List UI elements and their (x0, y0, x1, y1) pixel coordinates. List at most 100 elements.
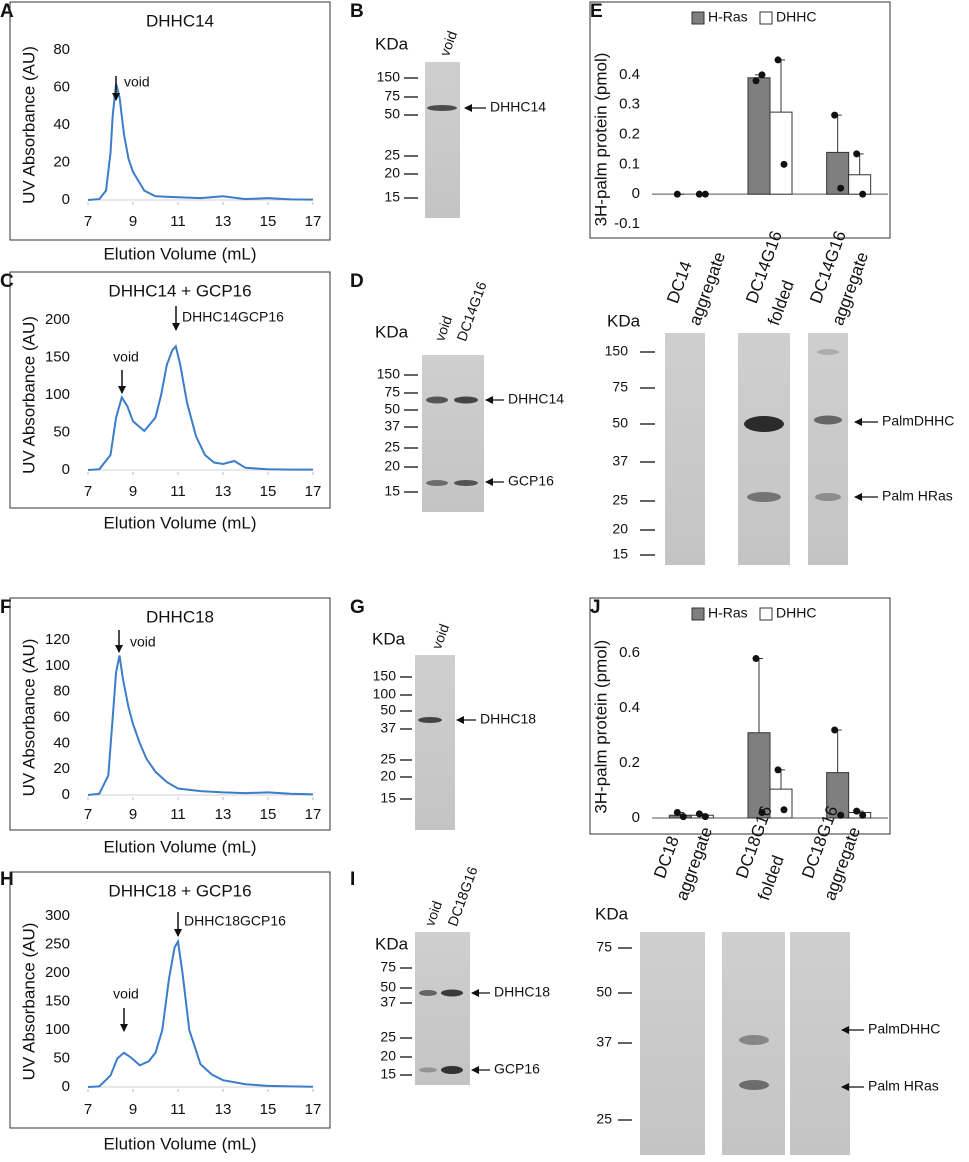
x-axis-label: Elution Volume (mL) (103, 1134, 256, 1153)
x-tick-label: 13 (215, 806, 232, 823)
gel-band (739, 1035, 769, 1045)
y-tick-label: 0 (632, 185, 640, 202)
marker-label: 50 (596, 984, 612, 1000)
y-tick-label: 0.4 (619, 66, 640, 83)
marker-label: 20 (384, 458, 400, 474)
panel-letter: D (350, 271, 364, 292)
x-tick-label: 15 (260, 483, 277, 500)
bar (848, 174, 872, 195)
y-tick-label: 0.2 (619, 754, 640, 771)
marker-label: 50 (380, 702, 396, 718)
marker-label: 75 (384, 88, 400, 104)
kda-label: KDa (375, 322, 409, 341)
elution-curve (87, 655, 314, 796)
marker-label: 15 (612, 546, 628, 562)
data-point (673, 190, 681, 198)
data-point (752, 77, 760, 85)
gel-band (454, 396, 478, 404)
band-label: DHHC18 (480, 711, 536, 727)
band-label: PalmDHHC (868, 1021, 940, 1037)
x-tick-label: 11 (170, 213, 186, 230)
y-tick-label: 100 (45, 1021, 70, 1038)
marker-label: 150 (605, 343, 629, 359)
chart-title: DHHC14 (146, 11, 214, 30)
legend-label: DHHC (776, 9, 816, 25)
x-axis-label: Elution Volume (mL) (103, 513, 256, 532)
gel-band (747, 492, 781, 502)
lane-label: aggregate (672, 824, 716, 902)
x-tick-label: 7 (84, 213, 92, 230)
x-tick-label: 7 (84, 483, 92, 500)
gel-band (441, 1066, 463, 1074)
data-point (780, 160, 788, 168)
chart-title: DHHC18 (146, 607, 214, 626)
y-tick-label: 80 (53, 41, 70, 58)
kda-label: KDa (595, 904, 629, 923)
marker-label: 15 (384, 483, 400, 499)
y-axis-label: UV Absorbance (AU) (19, 316, 38, 474)
y-tick-label: 20 (53, 760, 70, 777)
marker-label: 100 (373, 686, 397, 702)
data-point (774, 56, 782, 64)
gel-lane (738, 333, 790, 565)
gel-band (419, 990, 437, 996)
y-tick-label: 50 (53, 1049, 70, 1066)
gel-lane (415, 932, 470, 1085)
y-tick-label: -0.1 (614, 215, 640, 232)
panel-letter: F (0, 597, 12, 618)
band-label: Palm HRas (882, 488, 953, 504)
legend-swatch (691, 607, 705, 621)
gel-band (815, 493, 841, 501)
data-point (673, 809, 681, 816)
data-point (859, 811, 867, 819)
marker-label: 15 (380, 1066, 396, 1082)
legend-label: H-Ras (708, 605, 748, 621)
y-tick-label: 250 (45, 935, 70, 952)
lane-label: aggregate (685, 249, 729, 327)
y-axis-label: UV Absorbance (AU) (19, 46, 38, 204)
data-point (831, 726, 839, 734)
legend-swatch (691, 11, 705, 25)
panel-letter: I (350, 869, 355, 890)
panel-frame (9, 271, 331, 509)
y-tick-label: 0.1 (619, 155, 640, 172)
x-tick-label: 7 (84, 1101, 92, 1118)
annotation: void (124, 74, 150, 90)
panel-frame (589, 597, 891, 835)
marker-label: 37 (612, 453, 628, 469)
gel-lane (665, 333, 705, 565)
annotation: void (113, 349, 139, 365)
panel-frame (589, 1, 891, 239)
data-point (780, 806, 788, 814)
y-tick-label: 0 (62, 786, 70, 803)
gel-band (418, 717, 442, 723)
band-label: GCP16 (494, 1061, 540, 1077)
gel-lane (808, 333, 848, 565)
band-label: DHHC14 (508, 391, 564, 407)
data-point (701, 190, 709, 198)
data-point (695, 190, 703, 198)
annotation: void (113, 986, 139, 1002)
gel-band (817, 349, 839, 355)
marker-label: 25 (384, 439, 400, 455)
chart-title: DHHC14 + GCP16 (108, 281, 251, 300)
x-tick-label: 9 (129, 1101, 137, 1118)
panel-letter: C (0, 271, 14, 292)
y-tick-label: 200 (45, 964, 70, 981)
marker-label: 37 (380, 994, 396, 1010)
lane-label: DC14 (663, 259, 696, 306)
data-point (853, 807, 861, 815)
bar (769, 111, 793, 195)
y-tick-label: 150 (45, 348, 70, 365)
marker-label: 37 (384, 418, 400, 434)
marker-label: 20 (380, 1048, 396, 1064)
marker-label: 25 (384, 147, 400, 163)
gel-lane (422, 355, 484, 512)
y-tick-label: 0.3 (619, 96, 640, 113)
kda-label: KDa (375, 934, 409, 953)
y-tick-label: 60 (53, 708, 70, 725)
marker-label: 75 (380, 959, 396, 975)
x-tick-label: 9 (129, 213, 137, 230)
kda-label: KDa (375, 34, 409, 53)
gel-band (426, 396, 448, 404)
